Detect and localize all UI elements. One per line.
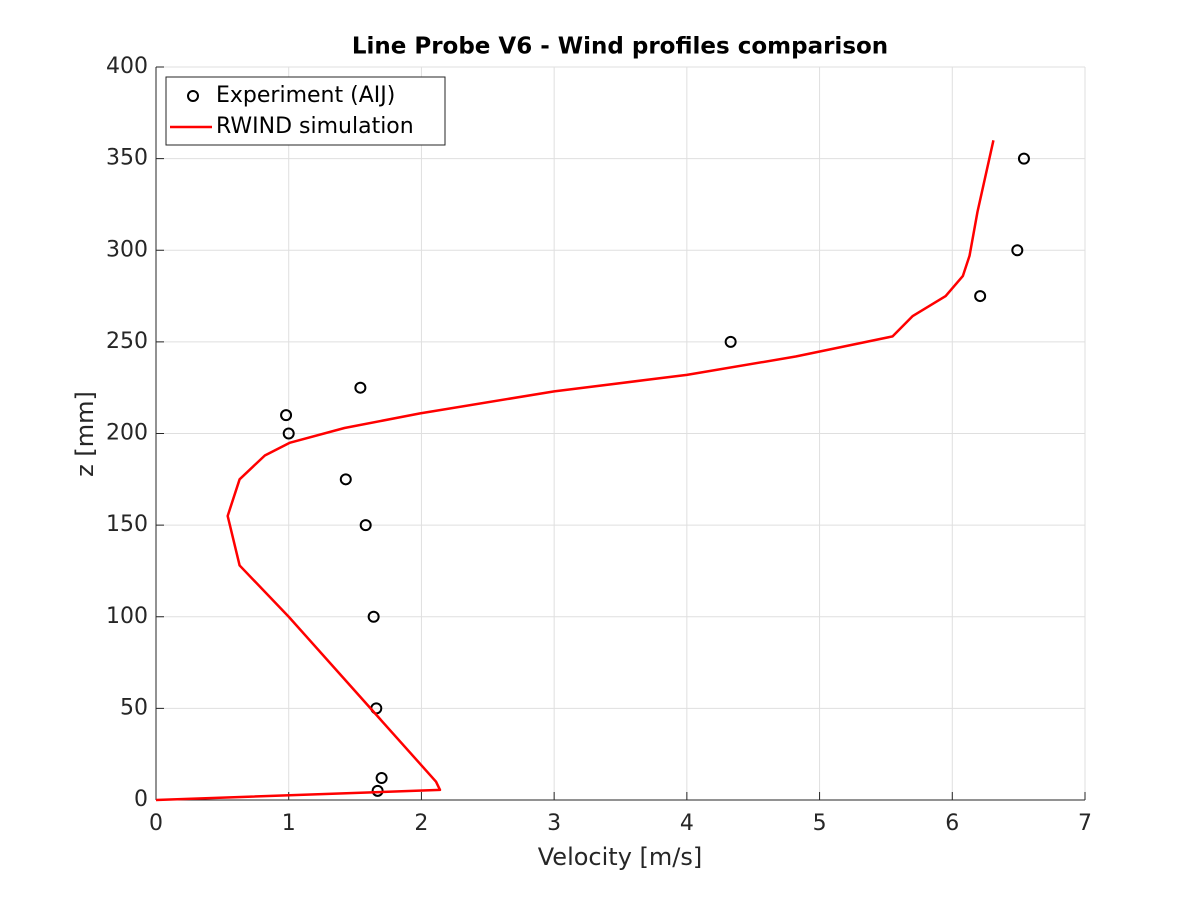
- y-tick-label: 250: [106, 329, 148, 354]
- x-axis-label: Velocity [m/s]: [538, 843, 702, 871]
- y-tick-label: 100: [106, 604, 148, 629]
- data-point: [367, 610, 380, 623]
- x-tick-label: 2: [414, 811, 428, 836]
- data-point: [359, 519, 372, 532]
- data-point: [974, 290, 987, 303]
- legend-marker: [187, 90, 199, 102]
- y-axis-label: z [mm]: [71, 391, 99, 477]
- legend-label: RWIND simulation: [216, 114, 414, 139]
- data-point: [1017, 152, 1030, 165]
- y-tick-label: 400: [106, 54, 148, 79]
- x-tick-label: 7: [1078, 811, 1092, 836]
- y-tick-label: 0: [134, 787, 148, 812]
- data-point: [724, 335, 737, 348]
- data-point: [339, 473, 352, 486]
- x-tick-label: 3: [547, 811, 561, 836]
- data-line: [155, 140, 995, 802]
- data-point: [375, 772, 388, 785]
- legend-label: Experiment (AIJ): [216, 83, 395, 108]
- data-point: [1011, 244, 1024, 257]
- data-point: [280, 409, 293, 422]
- x-tick-label: 1: [282, 811, 296, 836]
- x-tick-label: 0: [149, 811, 163, 836]
- y-tick-label: 150: [106, 512, 148, 537]
- y-tick-label: 50: [120, 695, 148, 720]
- data-point: [354, 381, 367, 394]
- y-tick-label: 300: [106, 237, 148, 262]
- data-point: [282, 427, 295, 440]
- chart-title: Line Probe V6 - Wind profiles comparison: [352, 34, 888, 60]
- legend-box: [165, 76, 446, 146]
- y-tick-label: 350: [106, 146, 148, 171]
- x-tick-label: 4: [680, 811, 694, 836]
- x-tick-label: 6: [945, 811, 959, 836]
- y-tick-label: 200: [106, 421, 148, 446]
- x-tick-label: 5: [813, 811, 827, 836]
